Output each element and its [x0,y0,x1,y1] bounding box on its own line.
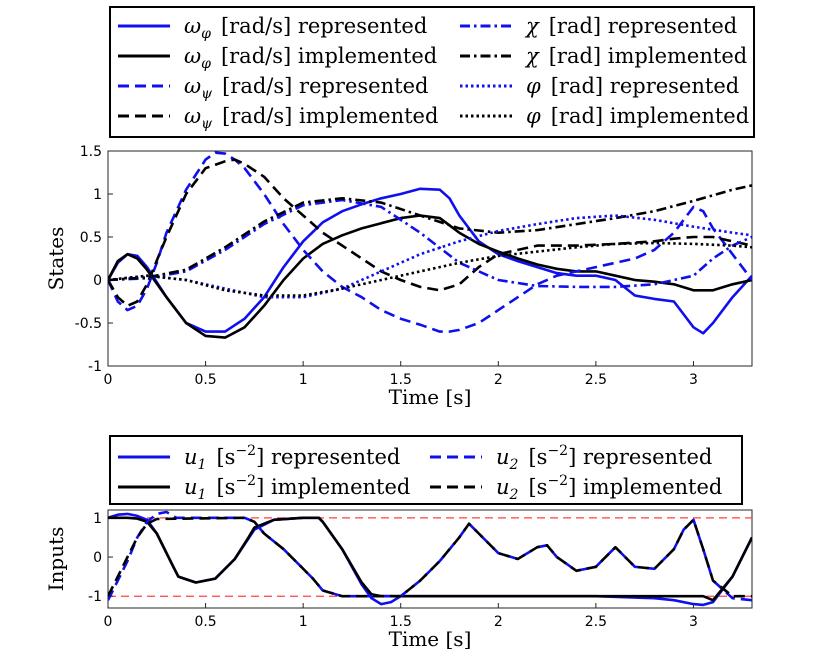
states-ylabel: States [44,227,68,291]
inputs-legend-label-2: u2 [s−2] represented [496,443,712,473]
states-series-2 [108,151,752,333]
states-legend [109,6,755,138]
inputs-legend [109,435,743,505]
inputs-xtick-label-3: 1.5 [390,614,412,630]
inputs-legend-label-1: u1 [s−2] implemented [184,473,410,503]
states-xtick-label-3: 1.5 [390,372,412,388]
inputs-series-1 [108,516,752,602]
states-xtick-label-6: 3 [689,372,698,388]
states-legend-label-1: ωφ [rad/s] implemented [184,44,437,72]
inputs-xtick-label-0: 0 [104,614,113,630]
states-ytick-label-1: -0.5 [75,316,102,332]
inputs-xlabel: Time [s] [389,627,472,651]
inputs-ytick-label-2: 1 [93,511,102,527]
inputs-xtick-label-2: 1 [299,614,308,630]
states-legend-label-5: χ [rad] implemented [524,44,747,68]
inputs-xtick-label-4: 2 [494,614,503,630]
inputs-legend-label-0: u1 [s−2] represented [184,443,400,473]
states-ytick-label-4: 1 [93,187,102,203]
states-series-7 [108,241,752,297]
states-series-1 [108,214,752,339]
states-legend-label-3: ωψ [rad/s] implemented [184,104,438,132]
inputs-plot-area [107,509,753,609]
states-ytick-label-2: 0 [93,273,102,289]
states-legend-label-6: φ [rad] represented [526,74,739,98]
inputs-series-2 [108,510,752,602]
states-legend-label-4: χ [rad] represented [524,14,737,38]
states-xlabel: Time [s] [389,385,472,409]
inputs-ytick-label-0: -1 [88,589,102,605]
inputs-series-0 [108,512,752,607]
states-legend-label-2: ωψ [rad/s] represented [184,74,428,102]
states-legend-label-7: φ [rad] implemented [526,104,749,128]
states-series-0 [108,187,752,335]
states-series-6 [108,214,752,299]
states-xtick-label-5: 2.5 [585,372,607,388]
inputs-ylabel: Inputs [44,527,68,592]
states-xtick-label-2: 1 [299,372,308,388]
states-ytick-label-5: 1.5 [80,144,102,160]
states-ytick-label-0: -1 [88,359,102,375]
inputs-xtick-label-1: 0.5 [194,614,216,630]
states-ytick-label-3: 0.5 [80,230,102,246]
states-xtick-label-0: 0 [104,372,113,388]
states-legend-label-0: ωφ [rad/s] represented [184,14,427,42]
inputs-series-3 [108,516,752,598]
states-series-5 [108,184,752,282]
states-xtick-label-1: 0.5 [194,372,216,388]
inputs-xtick-label-6: 3 [689,614,698,630]
states-plot-area [107,150,753,367]
states-series-4 [108,198,752,289]
inputs-xtick-label-5: 2.5 [585,614,607,630]
inputs-ytick-label-1: 0 [93,550,102,566]
states-xtick-label-4: 2 [494,372,503,388]
inputs-legend-label-3: u2 [s−2] implemented [496,473,722,503]
